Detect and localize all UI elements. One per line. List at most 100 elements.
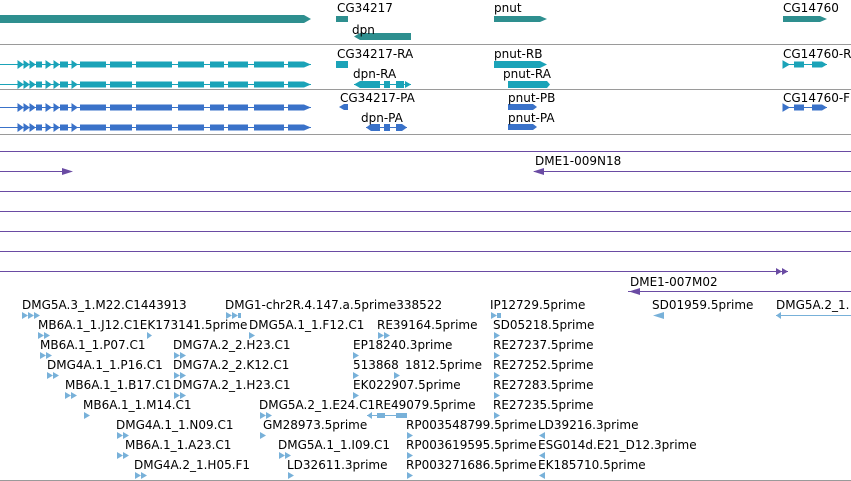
est-label: MB6A.1_1.J12.C1EK173141.5prime	[38, 318, 247, 332]
est-label: DMG5A.3_1.M22.C1443913	[22, 298, 187, 312]
est-feature[interactable]	[367, 412, 407, 419]
protein-label: dpn-PA	[361, 111, 404, 125]
est-feature[interactable]	[539, 432, 545, 439]
protein-feature[interactable]	[508, 124, 537, 130]
transcript-feature[interactable]	[336, 61, 348, 68]
est-feature[interactable]	[353, 352, 359, 359]
est-label: EK185710.5prime	[538, 458, 646, 472]
transcript-feature[interactable]	[354, 81, 411, 88]
est-label: RE27283.5prime	[493, 378, 594, 392]
est-feature[interactable]	[494, 372, 500, 379]
protein-track	[0, 103, 827, 132]
est-feature[interactable]	[117, 452, 129, 459]
transcript-label: pnut-RB	[494, 47, 542, 61]
est-label: DMG5A.2_1.	[776, 298, 849, 312]
clone-label: DME1-009N18	[535, 154, 621, 168]
est-feature[interactable]	[653, 312, 664, 319]
est-feature[interactable]	[135, 472, 147, 479]
est-feature[interactable]	[147, 332, 152, 339]
est-feature[interactable]	[494, 332, 500, 339]
est-feature[interactable]	[353, 392, 359, 399]
est-label: GM28973.5prime	[263, 418, 367, 432]
est-feature[interactable]	[260, 412, 272, 419]
est-feature[interactable]	[407, 432, 413, 439]
est-feature[interactable]	[174, 372, 186, 379]
gene-label: pnut	[494, 1, 522, 15]
est-label: ESG014d.E21_D12.3prime	[538, 438, 697, 452]
transcript-label: CG14760-R	[783, 47, 851, 61]
est-feature[interactable]	[539, 452, 545, 459]
protein-feature[interactable]	[366, 124, 407, 131]
transcript-feature[interactable]	[508, 81, 550, 88]
est-feature[interactable]	[47, 372, 59, 379]
est-feature[interactable]	[378, 332, 390, 339]
est-label: RP003619595.5prime	[406, 438, 537, 452]
transcript-feature[interactable]	[494, 61, 547, 68]
est-label: DMG5A.1_1.F12.C1	[249, 318, 364, 332]
est-feature[interactable]	[174, 392, 186, 399]
clone-feature[interactable]	[533, 168, 851, 175]
protein-feature[interactable]	[0, 123, 311, 132]
est-label: LD32611.3prime	[287, 458, 388, 472]
est-label: DMG4A.2_1.H05.F1	[134, 458, 250, 472]
est-label: DMG7A.2_1.H23.C1	[173, 378, 291, 392]
clone-feature[interactable]	[0, 168, 73, 175]
protein-feature[interactable]	[339, 104, 348, 110]
est-feature[interactable]	[38, 332, 50, 339]
est-feature[interactable]	[539, 472, 545, 479]
gene-feature[interactable]	[494, 16, 547, 22]
est-feature[interactable]	[260, 432, 266, 439]
transcript-feature[interactable]	[0, 60, 311, 69]
est-track	[22, 312, 851, 479]
protein-label: pnut-PA	[508, 111, 555, 125]
transcript-feature[interactable]	[0, 80, 311, 89]
gene-feature[interactable]	[0, 15, 311, 23]
est-label: RE27235.5prime	[493, 398, 594, 412]
est-feature[interactable]	[494, 412, 500, 419]
protein-label: CG14760-F	[783, 91, 850, 105]
clone-feature[interactable]	[0, 268, 788, 275]
gene-feature[interactable]	[354, 33, 411, 40]
est-feature[interactable]	[288, 472, 294, 479]
est-feature[interactable]	[494, 352, 500, 359]
clone-label: DME1-007M02	[630, 275, 718, 289]
est-label: SD01959.5prime	[652, 298, 753, 312]
clone-feature[interactable]	[628, 288, 851, 295]
est-feature[interactable]	[353, 372, 359, 379]
est-feature[interactable]	[226, 312, 241, 319]
protein-feature[interactable]	[782, 103, 827, 112]
est-feature[interactable]	[84, 412, 90, 419]
protein-feature[interactable]	[508, 104, 537, 110]
est-feature[interactable]	[22, 312, 40, 319]
est-feature[interactable]	[407, 472, 413, 479]
est-feature[interactable]	[776, 312, 851, 319]
est-label: MB6A.1_1.A23.C1	[125, 438, 231, 452]
gene-track	[0, 15, 827, 40]
transcript-label: CG34217-RA	[337, 47, 414, 61]
est-label: RE27237.5prime	[493, 338, 594, 352]
est-feature[interactable]	[65, 392, 77, 399]
est-label: DMG4A.1_1.P16.C1	[47, 358, 163, 372]
est-feature[interactable]	[407, 452, 413, 459]
est-feature[interactable]	[249, 332, 255, 339]
est-label: RP003548799.5prime	[406, 418, 537, 432]
est-feature[interactable]	[279, 452, 291, 459]
est-feature[interactable]	[491, 312, 501, 319]
est-feature[interactable]	[494, 392, 500, 399]
gene-feature[interactable]	[336, 16, 348, 22]
est-feature[interactable]	[394, 372, 400, 379]
protein-label: pnut-PB	[508, 91, 555, 105]
est-label: DMG5A.1_1.I09.C1	[278, 438, 390, 452]
est-label: RE39164.5prime	[377, 318, 478, 332]
est-label: IP12729.5prime	[490, 298, 585, 312]
est-feature[interactable]	[174, 352, 186, 359]
est-feature[interactable]	[117, 432, 129, 439]
est-label: 513868	[353, 358, 399, 372]
est-feature[interactable]	[40, 352, 52, 359]
gene-label: CG34217	[337, 1, 393, 15]
est-label: DMG1-chr2R.4.147.a.5prime338522	[225, 298, 442, 312]
gene-feature[interactable]	[783, 16, 827, 22]
transcript-feature[interactable]	[782, 60, 827, 69]
gene-label: CG14760	[783, 1, 839, 15]
protein-feature[interactable]	[0, 103, 311, 112]
